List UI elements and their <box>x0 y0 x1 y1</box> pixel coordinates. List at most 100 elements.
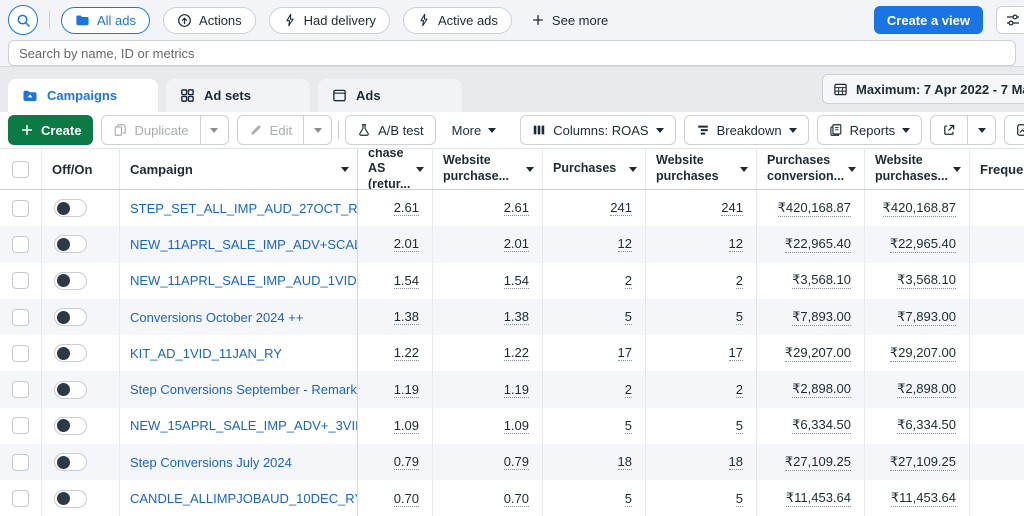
filter-pill-actions[interactable]: Actions <box>163 6 256 34</box>
reports-button[interactable]: Reports <box>816 115 923 145</box>
purchases-conversion-value[interactable]: ₹7,893.00 <box>792 308 851 326</box>
purchases-value[interactable]: 2 <box>624 272 632 289</box>
campaign-link[interactable]: KIT_AD_1VID_11JAN_RY <box>130 345 282 361</box>
row-checkbox[interactable] <box>12 235 29 253</box>
purchases-value[interactable]: 2 <box>624 381 632 398</box>
purchases-conversion-value[interactable]: ₹3,568.10 <box>792 272 851 290</box>
campaign-toggle[interactable] <box>54 380 87 399</box>
website-purchase-roas-value[interactable]: 1.09 <box>503 417 529 434</box>
sort-caret-icon[interactable] <box>341 166 349 172</box>
website-purchases-value[interactable]: 18 <box>728 454 743 471</box>
purchase-roas-value[interactable]: 1.38 <box>393 309 419 326</box>
website-purchases-value[interactable]: 5 <box>735 309 743 326</box>
campaign-toggle[interactable] <box>54 344 87 363</box>
website-purchases-value[interactable]: 241 <box>721 200 743 217</box>
website-purchases-conversion-value[interactable]: ₹29,207.00 <box>889 344 956 362</box>
breakdown-button[interactable]: Breakdown <box>683 115 809 145</box>
purchase-roas-value[interactable]: 2.61 <box>393 200 419 217</box>
see-more-button[interactable]: See more <box>525 13 614 28</box>
ab-test-button[interactable]: A/B test <box>345 115 436 145</box>
charts-button[interactable]: Charts <box>1004 115 1024 145</box>
purchases-value[interactable]: 5 <box>624 490 632 507</box>
tab-campaigns[interactable]: Campaigns <box>8 79 158 112</box>
website-purchase-roas-value[interactable]: 0.70 <box>503 490 529 507</box>
search-button[interactable] <box>8 5 38 35</box>
row-checkbox[interactable] <box>12 417 29 435</box>
website-purchases-value[interactable]: 5 <box>735 417 743 434</box>
website-purchase-roas-value[interactable]: 2.01 <box>503 236 529 253</box>
purchases-conversion-value[interactable]: ₹2,898.00 <box>792 381 851 399</box>
website-purchases-conversion-value[interactable]: ₹420,168.87 <box>882 199 956 217</box>
campaign-link[interactable]: NEW_11APRL_SALE_IMP_ADV+SCALING <box>130 236 357 252</box>
column-header-purchase-roas[interactable]: chase AS (retur... <box>358 149 433 189</box>
row-checkbox[interactable] <box>12 272 29 290</box>
sort-caret-icon[interactable] <box>740 166 748 172</box>
campaign-link[interactable]: Step Conversions July 2024 <box>130 454 292 470</box>
website-purchases-value[interactable]: 2 <box>735 272 743 289</box>
campaign-toggle[interactable] <box>54 453 87 472</box>
purchases-conversion-value[interactable]: ₹11,453.64 <box>785 490 851 508</box>
sort-caret-icon[interactable] <box>526 166 534 172</box>
edit-button[interactable]: Edit <box>236 115 305 145</box>
column-header-purchases[interactable]: Purchases <box>543 149 646 189</box>
purchase-roas-value[interactable]: 1.09 <box>393 417 419 434</box>
campaign-link[interactable]: CANDLE_ALLIMPJOBAUD_10DEC_RY <box>130 491 358 507</box>
campaign-toggle[interactable] <box>54 235 87 254</box>
row-checkbox[interactable] <box>12 381 29 399</box>
campaign-link[interactable]: NEW_15APRL_SALE_IMP_ADV+_3VID <box>130 418 358 434</box>
export-button[interactable] <box>930 115 969 145</box>
purchases-conversion-value[interactable]: ₹420,168.87 <box>777 199 851 217</box>
sort-caret-icon[interactable] <box>629 166 637 172</box>
website-purchase-roas-value[interactable]: 1.22 <box>503 345 529 362</box>
view-settings-button[interactable] <box>996 6 1024 34</box>
campaign-toggle[interactable] <box>54 199 87 218</box>
duplicate-button[interactable]: Duplicate <box>101 115 201 145</box>
campaign-toggle[interactable] <box>54 271 87 290</box>
website-purchases-value[interactable]: 12 <box>728 236 743 253</box>
website-purchases-conversion-value[interactable]: ₹11,453.64 <box>890 490 956 508</box>
export-dropdown-button[interactable] <box>968 115 997 145</box>
purchases-value[interactable]: 12 <box>617 236 632 253</box>
purchases-value[interactable]: 5 <box>624 417 632 434</box>
column-header-website-purchases[interactable]: Website purchases <box>646 149 757 189</box>
edit-dropdown-button[interactable] <box>304 115 333 145</box>
campaign-link[interactable]: STEP_SET_ALL_IMP_AUD_27OCT_RY <box>130 200 358 216</box>
column-header-frequency[interactable]: Frequency <box>970 149 1024 189</box>
website-purchases-conversion-value[interactable]: ₹7,893.00 <box>897 308 956 326</box>
campaign-toggle[interactable] <box>54 416 87 435</box>
purchase-roas-value[interactable]: 0.70 <box>393 490 419 507</box>
purchase-roas-value[interactable]: 0.79 <box>393 454 419 471</box>
website-purchases-conversion-value[interactable]: ₹3,568.10 <box>897 272 956 290</box>
create-a-view-button[interactable]: Create a view <box>873 6 983 34</box>
website-purchase-roas-value[interactable]: 1.54 <box>503 272 529 289</box>
column-header-website-purchase-roas[interactable]: Website purchase... <box>433 149 543 189</box>
column-header-purchases-conversion-value[interactable]: Purchases conversion... <box>757 149 865 189</box>
campaign-link[interactable]: NEW_11APRL_SALE_IMP_AUD_1VID <box>130 273 357 289</box>
row-checkbox[interactable] <box>12 199 29 217</box>
campaign-toggle[interactable] <box>54 308 87 327</box>
purchases-conversion-value[interactable]: ₹22,965.40 <box>784 235 851 253</box>
sort-caret-icon[interactable] <box>848 166 856 172</box>
date-range-button[interactable]: Maximum: 7 Apr 2022 - 7 May 2025 <box>822 74 1024 104</box>
purchase-roas-value[interactable]: 2.01 <box>393 236 419 253</box>
purchases-value[interactable]: 18 <box>617 454 632 471</box>
select-all-checkbox[interactable] <box>12 160 29 178</box>
purchases-conversion-value[interactable]: ₹6,334.50 <box>792 417 851 435</box>
sort-caret-icon[interactable] <box>953 166 961 172</box>
website-purchases-conversion-value[interactable]: ₹6,334.50 <box>897 417 956 435</box>
filter-pill-active-ads[interactable]: Active ads <box>402 6 512 34</box>
purchase-roas-value[interactable]: 1.54 <box>393 272 419 289</box>
columns-button[interactable]: Columns: ROAS <box>520 115 676 145</box>
row-checkbox[interactable] <box>12 308 29 326</box>
purchases-value[interactable]: 5 <box>624 309 632 326</box>
filter-pill-had-delivery[interactable]: Had delivery <box>268 6 390 34</box>
purchases-conversion-value[interactable]: ₹29,207.00 <box>784 344 851 362</box>
campaign-link[interactable]: Step Conversions September - Remarketing <box>130 382 357 398</box>
duplicate-dropdown-button[interactable] <box>200 115 229 145</box>
search-input[interactable] <box>8 40 1016 66</box>
website-purchases-value[interactable]: 17 <box>728 345 743 362</box>
purchases-value[interactable]: 241 <box>610 200 632 217</box>
sort-caret-icon[interactable] <box>416 166 424 172</box>
tab-ad-sets[interactable]: Ad sets <box>166 79 310 112</box>
column-header-campaign[interactable]: Campaign <box>120 149 358 189</box>
